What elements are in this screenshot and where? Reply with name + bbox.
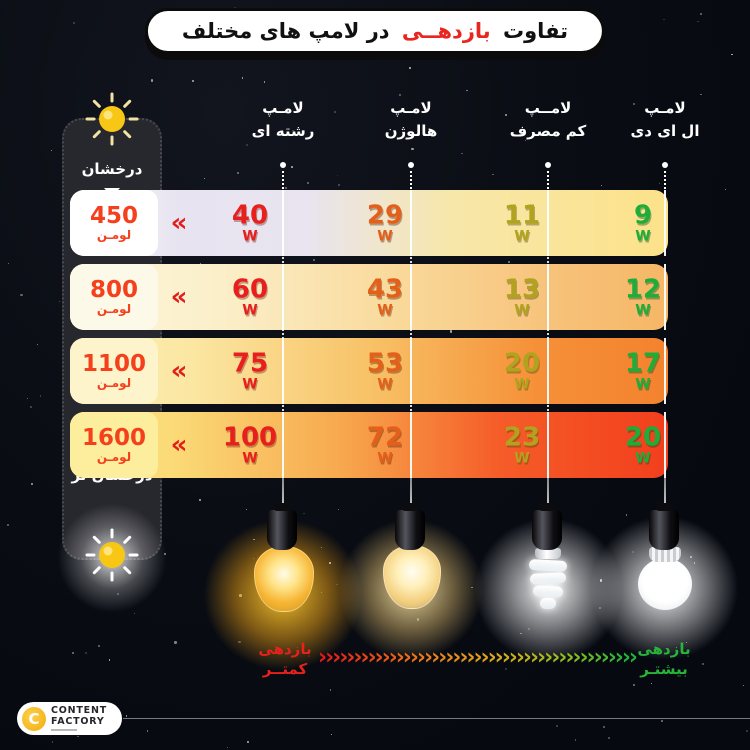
column-header-cfl: لامــپ کم مصرف (509, 99, 587, 140)
divider-line (282, 338, 284, 404)
column-gap-line (547, 190, 549, 478)
bulb-socket (395, 503, 425, 550)
column-header-incandescent: لامـپ رشته ای (251, 99, 315, 140)
logo-text: CONTENT FACTORY (51, 705, 107, 731)
guide-dot (662, 162, 668, 168)
cfl-spiral (528, 559, 568, 572)
watt-value: 13 W (503, 274, 541, 319)
lumen-label: 800 لومـن (70, 264, 158, 330)
guide-dot (408, 162, 414, 168)
divider-line (410, 264, 412, 330)
guide-dot (280, 162, 286, 168)
title-highlight: بازدهــی (401, 19, 491, 43)
footer-divider-line (123, 718, 750, 719)
column-gap-line (282, 190, 284, 478)
title-pre: تفاوت (503, 19, 569, 43)
chevron-left-icon: « (170, 208, 188, 238)
glowing-sun-icon (85, 528, 139, 586)
sun-icon (85, 92, 139, 150)
bulb-socket (649, 503, 679, 550)
watt-value: 53 W (366, 348, 404, 393)
halogen-bulb (383, 545, 441, 609)
watt-value: 43 W (366, 274, 404, 319)
guide-dot (545, 162, 551, 168)
divider-line (547, 264, 549, 330)
efficiency-arrow: ››››››››››››››››››››››››››››››››››››››››… (318, 646, 638, 670)
bulb-socket (532, 503, 562, 550)
title-post: در لامپ های مختلف (181, 19, 390, 43)
chevron-left-icon: « (170, 282, 188, 312)
logo-c-icon: C (22, 706, 46, 731)
divider-line (282, 264, 284, 330)
lumen-label: 450 لومـن (70, 190, 158, 256)
page-title: تفاوت بازدهــی در لامپ های مختلف (182, 19, 568, 43)
incandescent-bulb (254, 546, 314, 612)
brightness-label-bright: درخشان (81, 160, 143, 178)
column-header-halogen: لامـپ هالوژن (384, 99, 438, 140)
legend-less-efficiency: بازدهی کمتــر (258, 640, 312, 678)
divider-line (282, 412, 284, 478)
lumen-row-800: 800 لومـن « 60 W 43 W 13 W 12 W (70, 264, 668, 330)
watt-value: 72 W (366, 422, 404, 467)
divider-line (547, 190, 549, 256)
cfl-bulb (535, 548, 561, 559)
led-bulb (649, 547, 681, 562)
divider-line (664, 338, 666, 404)
divider-line (664, 190, 666, 256)
bulb-socket (267, 503, 297, 550)
column-gap-line (410, 190, 412, 478)
watt-value: 17 W (624, 348, 662, 393)
watt-value: 75 W (231, 348, 269, 393)
cfl-spiral (532, 585, 564, 598)
cfl-spiral (529, 572, 567, 585)
divider-line (282, 190, 284, 256)
divider-line (664, 412, 666, 478)
divider-line (410, 412, 412, 478)
watt-value: 100 W (222, 422, 278, 467)
led-dome (638, 558, 692, 610)
lumen-row-1600: 1600 لومـن « 100 W 72 W 23 W 20 W (70, 412, 668, 478)
cfl-spiral (540, 598, 556, 609)
logo-tagline (51, 728, 77, 731)
lumen-label: 1600 لومـن (70, 412, 158, 478)
guide-dash (282, 171, 284, 189)
watt-value: 20 W (503, 348, 541, 393)
watt-value: 12 W (624, 274, 662, 319)
title-banner: تفاوت بازدهــی در لامپ های مختلف (144, 8, 606, 54)
watt-value: 20 W (624, 422, 662, 467)
divider-line (410, 338, 412, 404)
watt-value: 11 W (503, 200, 541, 245)
guide-dash (664, 171, 666, 189)
watt-value: 40 W (231, 200, 269, 245)
column-header-led: لامـپ ال ای دی (630, 99, 700, 140)
divider-line (410, 190, 412, 256)
divider-line (664, 264, 666, 330)
content-factory-logo: C CONTENT FACTORY (17, 702, 122, 735)
chevron-left-icon: « (170, 356, 188, 386)
divider-line (547, 338, 549, 404)
lumen-label: 1100 لومـن (70, 338, 158, 404)
chevron-left-icon: « (170, 430, 188, 460)
guide-dash (410, 171, 412, 189)
legend-more-efficiency: بازدهی بیشتـر (637, 640, 691, 678)
watt-value: 23 W (503, 422, 541, 467)
watt-value: 60 W (231, 274, 269, 319)
divider-line (547, 412, 549, 478)
guide-dash (547, 171, 549, 189)
watt-value: 29 W (366, 200, 404, 245)
lumen-row-1100: 1100 لومـن « 75 W 53 W 20 W 17 W (70, 338, 668, 404)
